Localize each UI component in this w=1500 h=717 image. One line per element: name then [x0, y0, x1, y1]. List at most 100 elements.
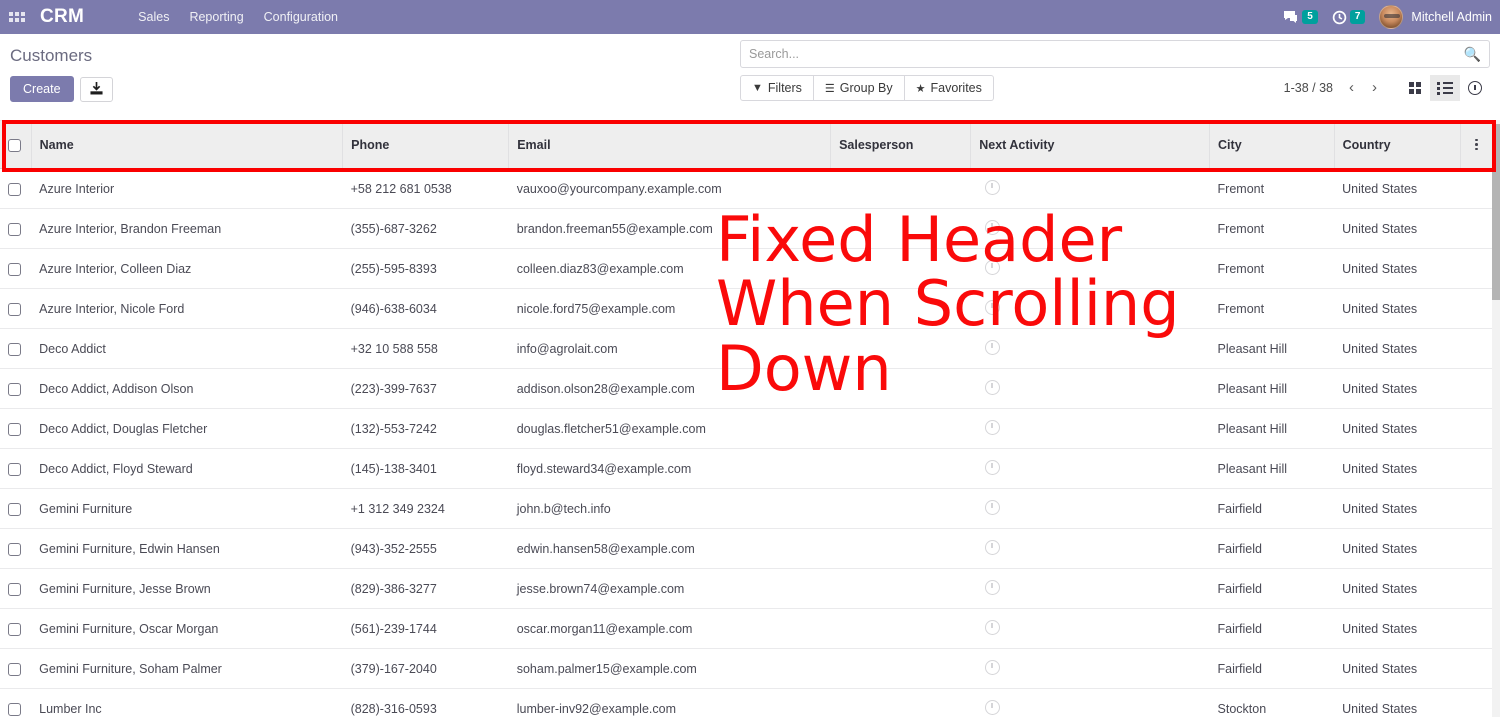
checkbox-icon[interactable]	[8, 422, 21, 436]
checkbox-icon[interactable]	[8, 138, 21, 152]
filters-button[interactable]: ▼ Filters	[740, 75, 814, 101]
table-row[interactable]: Lumber Inc (828)-316-0593 lumber-inv92@exa…	[0, 688, 1492, 717]
table-row[interactable]: Deco Addict +32 10 588 558 info@agrolait.c…	[0, 328, 1492, 369]
row-checkbox-cell[interactable]	[0, 648, 32, 689]
activity-clock-icon[interactable]	[984, 579, 1000, 595]
pager-previous-icon[interactable]: ‹	[1342, 78, 1361, 98]
table-row[interactable]: Azure Interior, Brandon Freeman (355)-687…	[0, 208, 1492, 249]
checkbox-icon[interactable]	[8, 502, 21, 516]
cell-next-activity[interactable]	[970, 608, 1210, 649]
checkbox-icon[interactable]	[8, 462, 21, 476]
menu-configuration[interactable]: Configuration	[263, 10, 339, 24]
row-checkbox-cell[interactable]	[0, 368, 32, 409]
row-checkbox-cell[interactable]	[0, 488, 32, 529]
breadcrumb[interactable]: Customers	[10, 46, 93, 65]
cell-next-activity[interactable]	[970, 368, 1210, 409]
checkbox-icon[interactable]	[8, 622, 21, 636]
table-row[interactable]: Gemini Furniture +1 312 349 2324 john.b@te…	[0, 488, 1492, 529]
search-view[interactable]: 🔍	[740, 40, 1490, 68]
list-table-container[interactable]: Name Phone Email Salesperson Next Activi…	[0, 120, 1500, 717]
cell-next-activity[interactable]	[970, 568, 1210, 609]
checkbox-icon[interactable]	[8, 662, 21, 676]
pager-next-icon[interactable]: ›	[1365, 78, 1384, 98]
apps-menu-icon[interactable]	[0, 0, 34, 34]
activity-clock-icon[interactable]	[984, 499, 1000, 515]
table-row[interactable]: Deco Addict, Douglas Fletcher (132)-553-7…	[0, 408, 1492, 449]
row-checkbox-cell[interactable]	[0, 408, 32, 449]
select-all-header[interactable]	[0, 120, 32, 169]
column-header-next-activity[interactable]: Next Activity	[970, 120, 1211, 169]
app-brand-crm[interactable]: CRM	[40, 6, 85, 27]
checkbox-icon[interactable]	[8, 382, 21, 396]
activity-clock-icon[interactable]	[984, 339, 1000, 355]
checkbox-icon[interactable]	[8, 262, 21, 276]
vertical-scrollbar-thumb[interactable]	[1492, 124, 1500, 300]
cell-next-activity[interactable]	[970, 688, 1210, 717]
activities-menu[interactable]: 7	[1332, 10, 1366, 25]
activity-clock-icon[interactable]	[984, 259, 1000, 275]
table-row[interactable]: Gemini Furniture, Edwin Hansen (943)-352-…	[0, 528, 1492, 569]
table-row[interactable]: Gemini Furniture, Oscar Morgan (561)-239-…	[0, 608, 1492, 649]
row-checkbox-cell[interactable]	[0, 448, 32, 489]
row-checkbox-cell[interactable]	[0, 528, 32, 569]
column-header-name[interactable]: Name	[31, 120, 344, 169]
user-menu[interactable]: Mitchell Admin	[1379, 5, 1492, 29]
activity-clock-icon[interactable]	[984, 419, 1000, 435]
checkbox-icon[interactable]	[8, 182, 21, 196]
activity-clock-icon[interactable]	[984, 539, 1000, 555]
table-row[interactable]: Gemini Furniture, Soham Palmer (379)-167-…	[0, 648, 1492, 689]
view-kanban-button[interactable]	[1400, 75, 1430, 101]
create-button[interactable]: Create	[10, 76, 74, 102]
cell-next-activity[interactable]	[970, 528, 1210, 569]
row-checkbox-cell[interactable]	[0, 608, 32, 649]
checkbox-icon[interactable]	[8, 222, 21, 236]
column-options-dots-icon[interactable]	[1469, 138, 1484, 151]
row-checkbox-cell[interactable]	[0, 208, 32, 249]
cell-next-activity[interactable]	[970, 448, 1210, 489]
search-icon[interactable]: 🔍	[1463, 45, 1481, 62]
cell-next-activity[interactable]	[970, 208, 1210, 249]
cell-next-activity[interactable]	[970, 488, 1210, 529]
cell-next-activity[interactable]	[970, 328, 1210, 369]
checkbox-icon[interactable]	[8, 702, 21, 716]
vertical-scrollbar-track[interactable]	[1492, 120, 1500, 717]
table-row[interactable]: Deco Addict, Addison Olson (223)-399-7637…	[0, 368, 1492, 409]
cell-next-activity[interactable]	[970, 248, 1210, 289]
checkbox-icon[interactable]	[8, 302, 21, 316]
table-row[interactable]: Azure Interior, Colleen Diaz (255)-595-83…	[0, 248, 1492, 289]
activity-clock-icon[interactable]	[984, 299, 1000, 315]
activity-clock-icon[interactable]	[984, 619, 1000, 635]
row-checkbox-cell[interactable]	[0, 248, 32, 289]
search-input[interactable]	[749, 47, 1464, 61]
messages-menu[interactable]: 5	[1283, 10, 1318, 24]
table-row[interactable]: Deco Addict, Floyd Steward (145)-138-3401…	[0, 448, 1492, 489]
column-header-email[interactable]: Email	[508, 120, 832, 169]
column-header-salesperson[interactable]: Salesperson	[830, 120, 972, 169]
cell-next-activity[interactable]	[970, 648, 1210, 689]
row-checkbox-cell[interactable]	[0, 688, 32, 717]
table-row[interactable]: Azure Interior, Nicole Ford (946)-638-603…	[0, 288, 1492, 329]
cell-next-activity[interactable]	[970, 288, 1210, 329]
row-checkbox-cell[interactable]	[0, 568, 32, 609]
menu-sales[interactable]: Sales	[138, 10, 170, 24]
view-activity-button[interactable]	[1460, 75, 1490, 101]
column-header-phone[interactable]: Phone	[342, 120, 510, 169]
view-list-button[interactable]	[1430, 75, 1460, 101]
table-row[interactable]: Azure Interior +58 212 681 0538 vauxoo@you…	[0, 168, 1492, 209]
activity-clock-icon[interactable]	[984, 219, 1000, 235]
favorites-button[interactable]: ★ Favorites	[904, 75, 994, 101]
column-header-country[interactable]: Country	[1334, 120, 1462, 169]
activity-clock-icon[interactable]	[984, 379, 1000, 395]
activity-clock-icon[interactable]	[984, 659, 1000, 675]
column-header-city[interactable]: City	[1209, 120, 1335, 169]
import-button[interactable]	[79, 76, 113, 102]
checkbox-icon[interactable]	[8, 542, 21, 556]
cell-next-activity[interactable]	[970, 408, 1210, 449]
row-checkbox-cell[interactable]	[0, 168, 32, 209]
checkbox-icon[interactable]	[8, 342, 21, 356]
row-checkbox-cell[interactable]	[0, 288, 32, 329]
group-by-button[interactable]: ☰ Group By	[813, 75, 905, 101]
column-options-header[interactable]	[1460, 120, 1492, 169]
row-checkbox-cell[interactable]	[0, 328, 32, 369]
activity-clock-icon[interactable]	[984, 699, 1000, 715]
